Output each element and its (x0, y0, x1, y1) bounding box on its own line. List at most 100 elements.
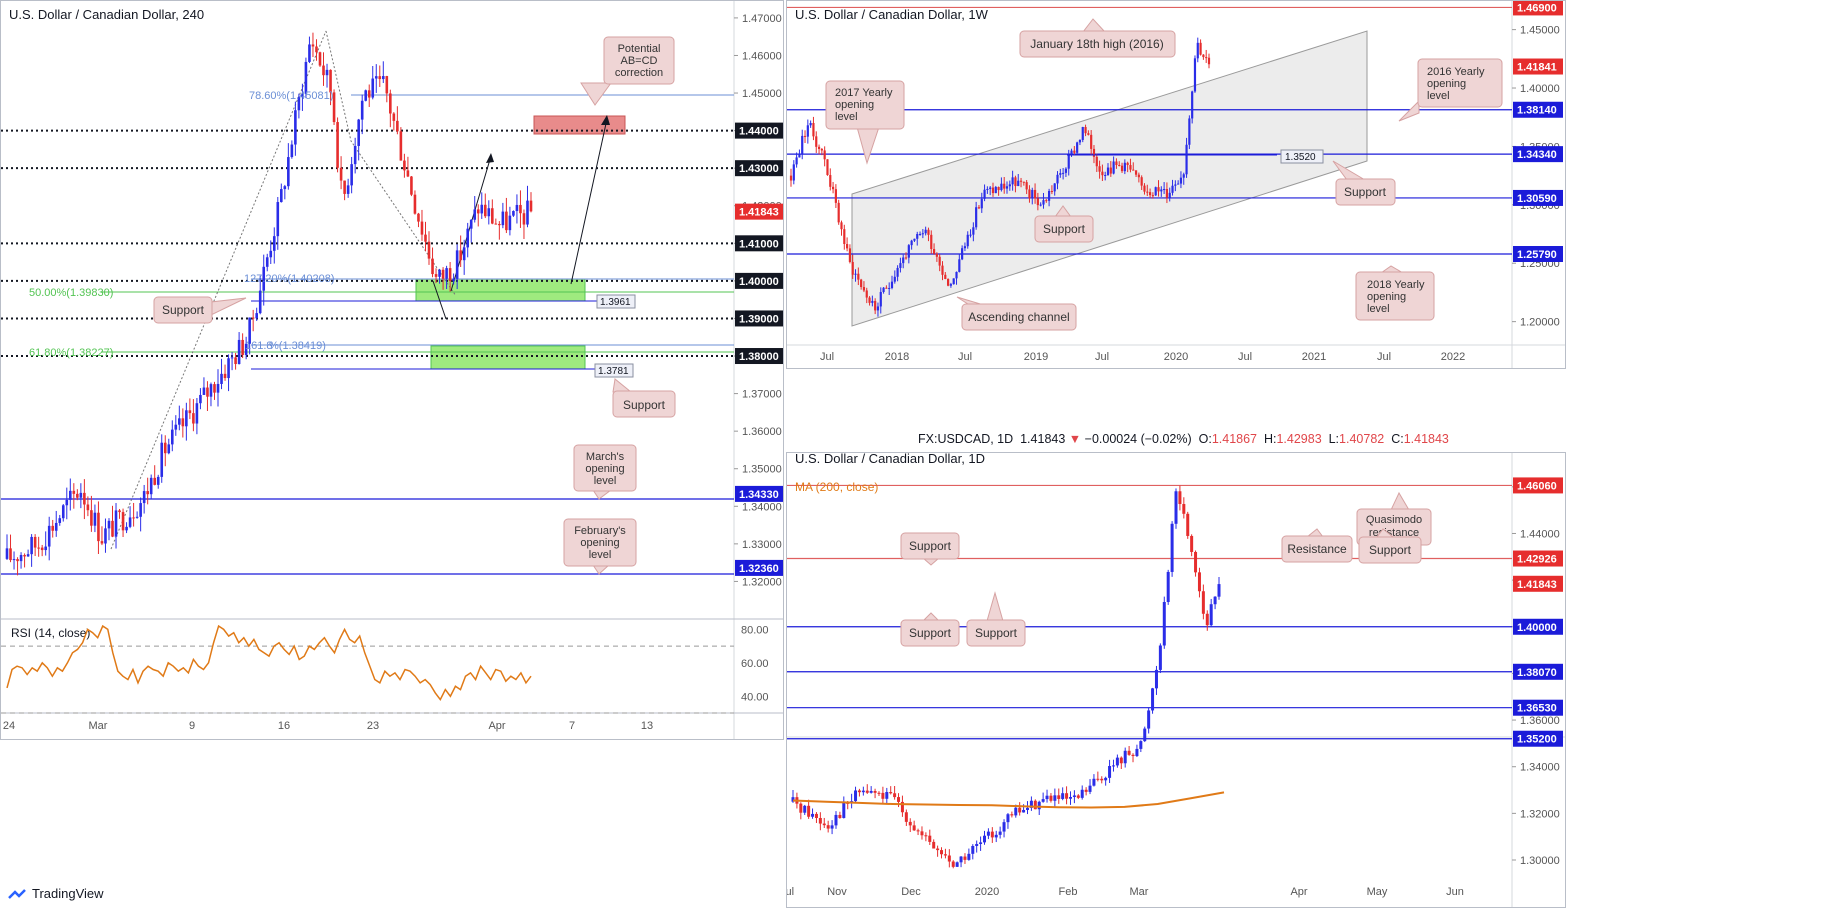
rsi-tick-label: 80.00 (741, 624, 769, 636)
price-badge-label: 1.38070 (1517, 667, 1557, 679)
rsi-line (6, 624, 532, 702)
candle-body (1067, 154, 1070, 169)
h4-chart-panel[interactable]: 1.470001.460001.450001.440001.430001.420… (0, 0, 784, 740)
w1-chart-svg[interactable]: 1.450001.400001.350001.300001.250001.200… (787, 1, 1566, 369)
tradingview-footer[interactable]: TradingView (8, 886, 104, 901)
candle-body (1045, 795, 1049, 800)
candle-body (251, 317, 255, 319)
price-badge-label: 1.39000 (739, 313, 779, 325)
candle-body (1010, 814, 1014, 816)
candle-body (1191, 91, 1194, 119)
candle-body (940, 850, 944, 855)
candle-body (1098, 166, 1101, 172)
candle-body (818, 818, 822, 824)
d1-callout-support-c: Support (966, 591, 1026, 647)
candle-body (494, 223, 498, 225)
candle-body (353, 145, 357, 165)
candle-body (1154, 669, 1158, 689)
candle-body (501, 211, 505, 226)
w1-callout-ascending-text: Ascending channel (968, 310, 1069, 324)
y-tick-label: 1.30000 (1520, 855, 1560, 867)
h4-chart-svg[interactable]: 1.470001.460001.450001.440001.430001.420… (1, 1, 784, 740)
candle-body (441, 269, 445, 279)
candle-body (1072, 795, 1076, 798)
price-badge-label: 1.32360 (739, 563, 779, 575)
candle-body (1014, 807, 1018, 816)
candle-body (959, 856, 963, 863)
candle-body (862, 287, 866, 291)
candle-body (1095, 156, 1098, 167)
y-tick-label: 1.32000 (742, 576, 782, 588)
d1-chart-panel[interactable]: 1.460001.440001.420001.400001.380001.360… (786, 452, 1566, 908)
candle-body (170, 429, 174, 445)
price-badge (1513, 699, 1563, 716)
candle-body (947, 278, 950, 286)
candle-body (406, 170, 410, 177)
y-tick-label: 1.45000 (1520, 25, 1560, 37)
candle-body (389, 93, 392, 114)
w1-callout-2018-line2: opening (1367, 291, 1406, 303)
candle-body (1101, 171, 1104, 176)
candle-body (920, 831, 924, 836)
candle-body (315, 46, 318, 53)
h4-callout-support-left-text: Support (162, 303, 205, 317)
candle-body (888, 288, 891, 290)
candle-body (174, 424, 178, 430)
candle-body (72, 490, 76, 494)
candle-body (385, 76, 389, 94)
candle-body (846, 244, 849, 249)
w1-chart-panel[interactable]: 1.450001.400001.350001.300001.250001.200… (786, 0, 1566, 369)
candle-body (65, 499, 69, 506)
d1-chart-svg[interactable]: 1.460001.440001.420001.400001.380001.360… (787, 453, 1566, 908)
candle-body (838, 814, 842, 818)
price-badge-label: 1.30590 (1517, 193, 1557, 205)
h4-red-zone (533, 115, 626, 135)
candle-body (1182, 504, 1186, 514)
price-badge (1513, 575, 1563, 592)
w1-callout-jan18-text: January 18th high (2016) (1030, 37, 1163, 51)
candle-body (54, 522, 58, 531)
candle-body (949, 284, 953, 286)
candle-body (961, 248, 964, 260)
candle-body (989, 187, 992, 189)
y-tick-label: 1.45000 (742, 88, 782, 100)
candle-body (1006, 814, 1010, 823)
info-c-value: 1.41843 (1403, 432, 1449, 446)
candle-body (1076, 142, 1079, 153)
candle-body (378, 76, 382, 80)
candle-body (83, 492, 86, 505)
candle-body (469, 219, 473, 229)
h4-callout-march-line2: opening (585, 463, 624, 475)
h4-callout-abcd-line2: AB=CD (621, 55, 658, 67)
candle-body (280, 189, 283, 203)
w1-callout-2016-yearly: 2016 Yearly opening level (1398, 58, 1503, 122)
candle-body (1112, 161, 1115, 174)
candle-body (244, 343, 248, 355)
candle-body (287, 157, 290, 187)
d1-callout-quasimodo-line1: Quasimodo (1366, 514, 1422, 526)
candle-body (178, 418, 181, 425)
candle-body (840, 222, 843, 230)
candle-body (865, 790, 869, 793)
price-badge (1513, 246, 1563, 263)
candle-body (1182, 174, 1185, 178)
d1-ma200-line (792, 791, 1225, 809)
candle-body (86, 504, 90, 511)
candle-body (1166, 571, 1170, 603)
x-tick-label: Mar (1130, 886, 1149, 898)
d1-callout-support-a: Support (900, 532, 960, 566)
y-tick-label: 1.32000 (1520, 808, 1560, 820)
info-down-arrow-icon: ▼ (1068, 432, 1082, 446)
d1-ma-label: MA (200, close) (795, 480, 878, 494)
candle-body (1045, 200, 1048, 202)
candle-body (907, 245, 910, 258)
d1-info-bar: FX:USDCAD, 1D 1.41843 ▼ −0.00024 (−0.02%… (918, 432, 1449, 446)
h4-callout-abcd-line1: Potential (618, 43, 661, 55)
x-tick-label: 9 (189, 720, 195, 732)
x-tick-label: 2019 (1024, 351, 1048, 363)
candle-body (1029, 800, 1033, 808)
candle-body (910, 240, 913, 246)
y-tick-label: 1.35000 (742, 464, 782, 476)
h4-tag-13781: 1.3781 (598, 366, 629, 377)
candle-body (843, 229, 846, 245)
